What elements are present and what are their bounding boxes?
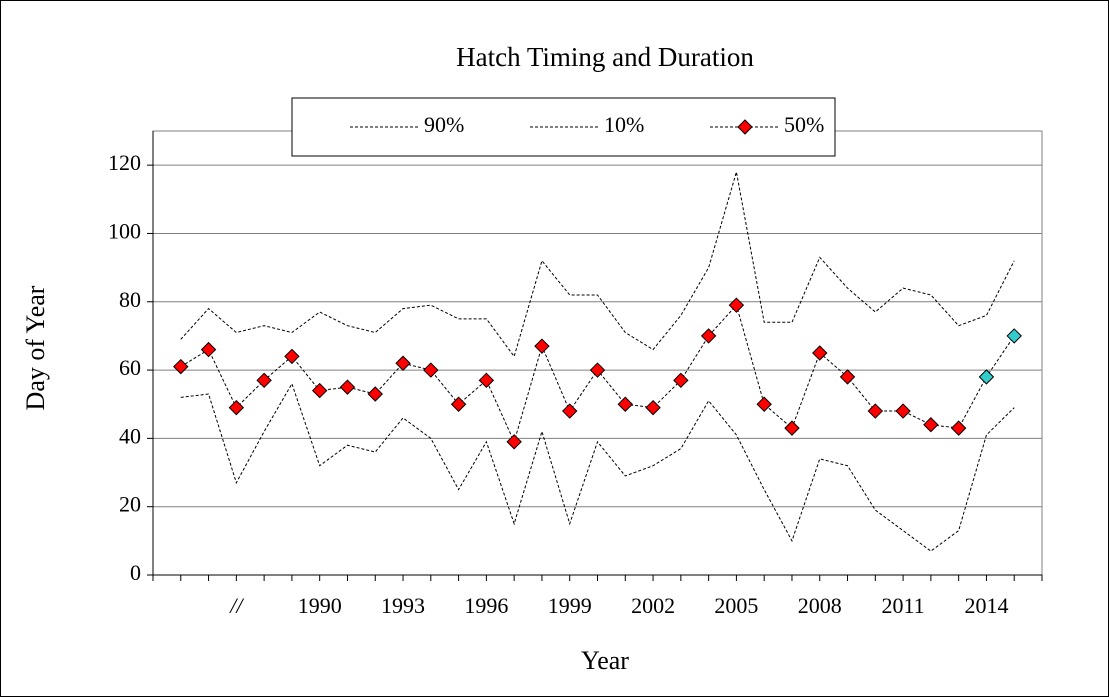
point-marker: [756, 396, 772, 412]
point-marker: [395, 355, 411, 371]
point-marker: [450, 396, 467, 412]
point-marker: [478, 372, 495, 389]
x-tick-label: 2014: [964, 593, 1008, 618]
x-tick-label: 1999: [548, 593, 592, 618]
legend-label: 90%: [424, 112, 464, 137]
series-line: [180, 171, 1015, 358]
point-marker: [284, 348, 300, 365]
point-marker: [978, 369, 995, 385]
point-marker: [589, 362, 606, 378]
x-tick-label: 1996: [464, 593, 508, 618]
point-marker: [812, 345, 828, 361]
legend-marker: [737, 119, 753, 135]
y-tick-label: 120: [108, 150, 141, 175]
point-marker: [645, 399, 661, 416]
point-marker: [228, 399, 245, 416]
point-marker: [867, 403, 884, 419]
x-tick-label: 2002: [631, 593, 675, 618]
point-marker: [256, 372, 272, 389]
series-line: [180, 382, 1015, 552]
y-tick-label: 40: [119, 423, 141, 448]
legend-box: [291, 97, 836, 157]
point-marker: [311, 382, 328, 399]
legend-label: 10%: [604, 112, 644, 137]
point-marker: [173, 358, 189, 375]
x-tick-label: 2005: [714, 593, 758, 618]
y-tick-label: 20: [119, 492, 141, 517]
y-tick-label: 0: [130, 560, 141, 585]
point-marker: [200, 341, 217, 358]
point-marker: [784, 420, 800, 436]
point-marker: [673, 372, 689, 389]
x-tick-label: //: [228, 593, 244, 618]
point-marker: [895, 403, 911, 419]
y-tick-label: 60: [119, 355, 141, 380]
chart-title: Hatch Timing and Duration: [456, 42, 754, 72]
y-tick-label: 100: [108, 219, 141, 244]
x-tick-label: 1993: [381, 593, 425, 618]
point-marker: [562, 403, 578, 419]
x-tick-label: 1990: [298, 593, 342, 618]
y-axis-label: Day of Year: [21, 285, 50, 410]
point-marker: [423, 362, 439, 378]
x-tick-label: 2011: [882, 593, 925, 618]
legend-label: 50%: [784, 112, 824, 137]
y-tick-label: 80: [119, 287, 141, 312]
point-marker: [728, 297, 745, 313]
point-marker: [950, 420, 967, 436]
point-marker: [367, 386, 383, 402]
x-tick-label: 2008: [798, 593, 842, 618]
point-marker: [700, 328, 717, 344]
point-marker: [923, 417, 939, 433]
x-axis-label: Year: [581, 646, 629, 675]
point-marker: [617, 396, 633, 412]
point-marker: [534, 338, 550, 354]
point-marker: [1006, 328, 1022, 344]
point-marker: [339, 379, 356, 395]
point-marker: [839, 369, 856, 385]
point-marker: [506, 434, 522, 450]
